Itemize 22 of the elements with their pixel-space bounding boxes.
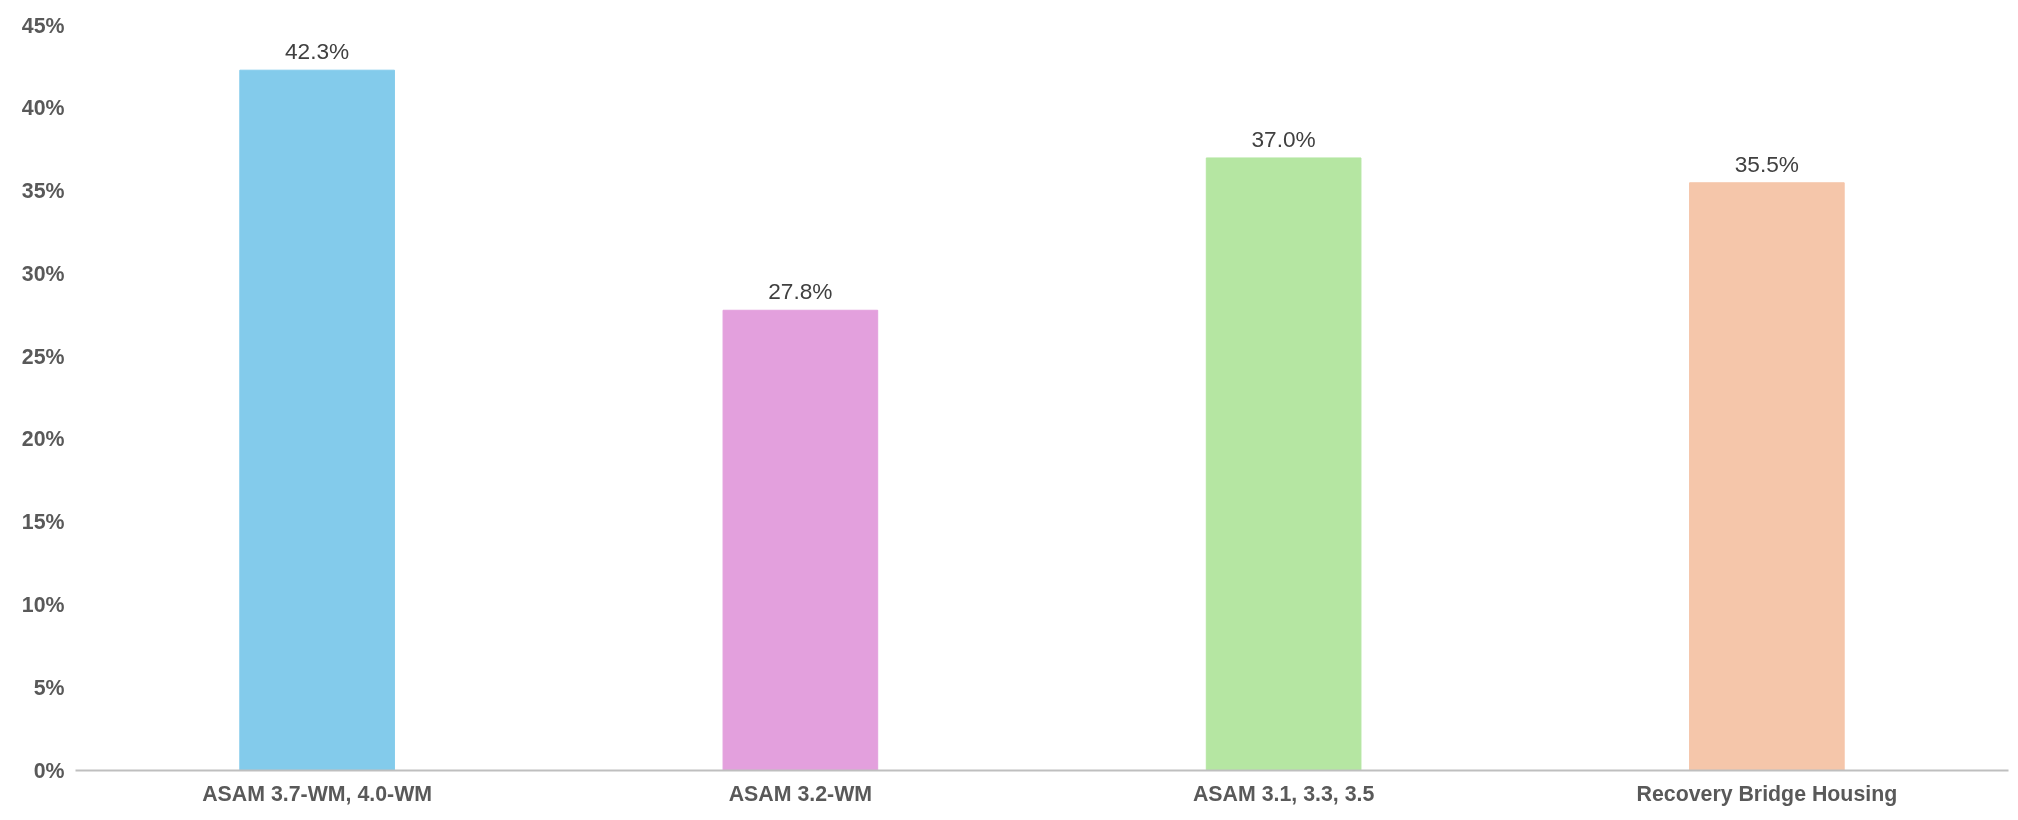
y-tick-label: 5%	[33, 675, 65, 700]
x-tick-label: ASAM 3.1, 3.3, 3.5	[1192, 781, 1375, 806]
y-tick-label: 0%	[33, 758, 65, 783]
x-tick-label: ASAM 3.2-WM	[728, 781, 873, 806]
x-tick-label: Recovery Bridge Housing	[1636, 781, 1898, 806]
y-tick-label: 10%	[21, 592, 65, 617]
y-tick-label: 40%	[21, 96, 65, 121]
data-label: 35.5%	[1734, 150, 1799, 177]
y-tick-label: 35%	[21, 179, 65, 204]
y-tick-label: 45%	[21, 13, 65, 38]
x-tick-label: ASAM 3.7-WM, 4.0-WM	[202, 781, 433, 806]
y-tick-label: 25%	[21, 344, 65, 369]
bar	[1689, 182, 1845, 771]
data-label: 37.0%	[1251, 125, 1316, 152]
y-tick-label: 15%	[21, 510, 65, 535]
bar	[722, 309, 879, 771]
data-label: 42.3%	[285, 38, 350, 65]
y-tick-label: 20%	[21, 427, 65, 452]
y-tick-label: 30%	[21, 261, 65, 286]
bar	[239, 69, 395, 771]
data-label: 27.8%	[768, 278, 833, 305]
bar	[1205, 157, 1362, 771]
